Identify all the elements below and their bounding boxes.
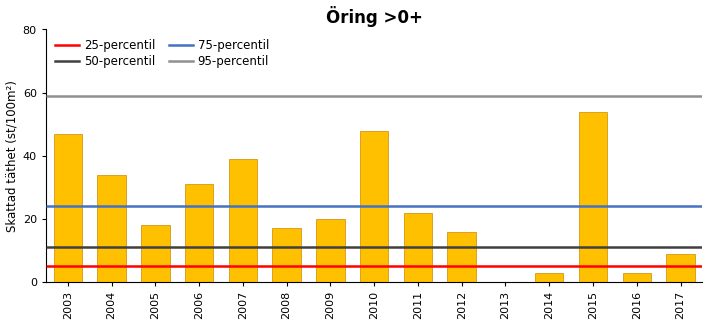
Title: Öring >0+: Öring >0+: [326, 6, 423, 27]
Bar: [535, 273, 564, 282]
Legend: 25-percentil, 50-percentil, 75-percentil, 95-percentil: 25-percentil, 50-percentil, 75-percentil…: [52, 35, 273, 72]
Bar: [360, 131, 389, 282]
Bar: [229, 159, 257, 282]
Bar: [54, 134, 82, 282]
Bar: [404, 213, 432, 282]
Bar: [447, 232, 476, 282]
Bar: [316, 219, 345, 282]
Bar: [273, 228, 301, 282]
Bar: [97, 175, 126, 282]
Bar: [185, 184, 213, 282]
Bar: [579, 111, 607, 282]
Bar: [622, 273, 651, 282]
Bar: [666, 254, 695, 282]
Y-axis label: Skattad täthet (st/100m²): Skattad täthet (st/100m²): [6, 80, 18, 232]
Bar: [141, 225, 169, 282]
